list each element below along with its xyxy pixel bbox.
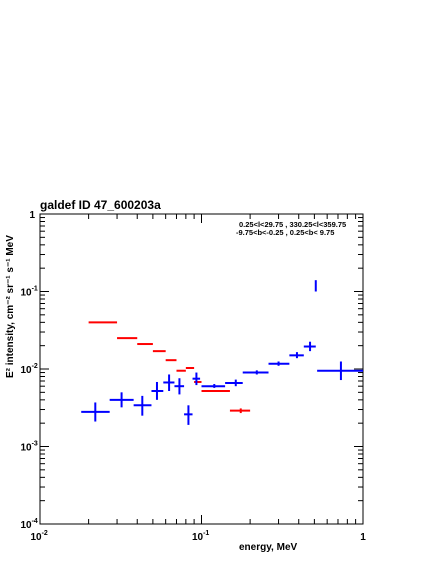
y-tick-label: 10 -2: [20, 363, 37, 376]
y-tick-label: 10 -1: [20, 286, 37, 299]
annotation-line-2: -9.75<b<-0.25 , 0.25<b< 9.75: [236, 228, 334, 237]
plot-frame: [39, 213, 364, 525]
series-1-point: [133, 395, 152, 416]
series-1-point: [151, 381, 164, 400]
series-1-point: [81, 402, 110, 422]
y-tick-label-exp: -3: [32, 441, 38, 448]
x-tick-label-exp: -2: [42, 530, 48, 537]
x-tick-label-base: 10: [192, 532, 204, 543]
x-tick-label: 1: [360, 532, 366, 543]
annotation-line-1: 0.25<l<29.75 , 330.25<l<359.75: [239, 220, 346, 229]
x-tick-label: 10 -1: [192, 530, 209, 543]
chart-title: galdef ID 47_600203a: [40, 198, 161, 212]
series-1-point: [317, 361, 363, 381]
x-tick-label-base: 1: [360, 532, 366, 543]
y-tick-label: 10 -4: [20, 518, 37, 531]
y-axis-label: E² intensity, cm⁻² sr⁻¹ s⁻¹ MeV: [5, 235, 16, 378]
series-1-point: [163, 374, 175, 392]
series-1-point: [184, 405, 193, 425]
series-1-point: [242, 370, 269, 375]
x-tick-label: 10 -2: [30, 530, 47, 543]
y-tick-label-exp: -4: [32, 518, 38, 525]
y-tick-label: 10 -3: [20, 441, 37, 454]
y-tick-label-base: 1: [29, 210, 35, 221]
series-1-point: [109, 392, 134, 408]
y-tick-label-exp: -1: [32, 286, 38, 293]
y-tick-label: 1: [29, 210, 35, 221]
series-1-point: [289, 352, 304, 359]
series-1-point: [303, 341, 316, 352]
x-tick-label-exp: -1: [203, 530, 209, 537]
series-1-point: [192, 372, 201, 386]
x-axis-label: energy, MeV: [239, 542, 297, 553]
axes: 10 -2 10 -1 110 -410 -310 -210 -11: [20, 210, 366, 543]
series-0-point: [229, 408, 251, 414]
y-tick-label-base: 10: [20, 288, 32, 299]
series-1-point: [225, 379, 243, 387]
x-tick-label-base: 10: [30, 532, 42, 543]
y-tick-label-base: 10: [20, 365, 32, 376]
y-tick-label-base: 10: [20, 443, 32, 454]
series-1-point: [174, 378, 185, 395]
y-tick-label-base: 10: [20, 520, 32, 531]
series-1-point: [268, 361, 290, 366]
y-tick-label-exp: -2: [32, 363, 38, 370]
series-1-point: [201, 384, 226, 388]
data-marks: [81, 280, 363, 425]
